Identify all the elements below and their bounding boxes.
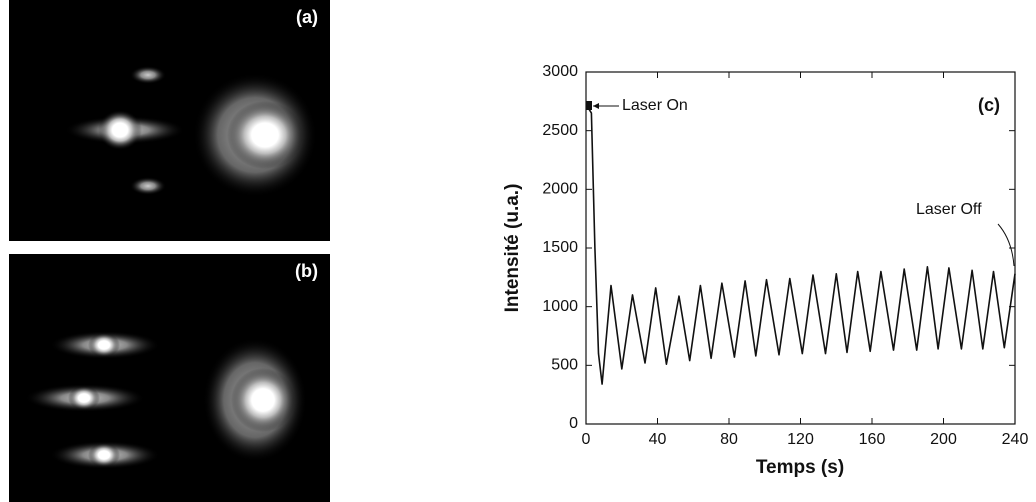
x-tick-label: 240 xyxy=(1002,431,1029,448)
y-tick-label: 0 xyxy=(569,415,578,432)
y-tick-label: 2000 xyxy=(542,181,578,198)
arrow xyxy=(997,223,1015,267)
y-tick-label: 3000 xyxy=(542,63,578,80)
panel-label: (b) xyxy=(295,261,318,281)
image-b: (b) xyxy=(9,254,330,502)
laser-on-marker xyxy=(586,101,592,110)
panel-label: (c) xyxy=(978,95,1000,115)
x-axis-label: Temps (s) xyxy=(756,457,844,478)
x-tick-label: 80 xyxy=(720,431,738,448)
plot-frame xyxy=(585,71,1016,425)
x-tick-label: 200 xyxy=(930,431,957,448)
x-tick-label: 40 xyxy=(649,431,667,448)
annotation: Laser Off xyxy=(916,201,982,218)
x-tick-label: 160 xyxy=(859,431,886,448)
annotation: Laser On xyxy=(622,97,688,114)
y-axis-label: Intensité (u.a.) xyxy=(502,184,523,313)
arrow-head xyxy=(593,103,599,109)
panel-label: (a) xyxy=(296,7,318,27)
image-a: (a) xyxy=(9,0,330,241)
y-tick-label: 1500 xyxy=(542,239,578,256)
y-tick-label: 1000 xyxy=(542,298,578,315)
data-line xyxy=(586,106,1016,385)
x-tick-label: 120 xyxy=(787,431,814,448)
y-tick-label: 2500 xyxy=(542,122,578,139)
y-tick-label: 500 xyxy=(551,357,578,374)
x-tick-label: 0 xyxy=(582,431,591,448)
